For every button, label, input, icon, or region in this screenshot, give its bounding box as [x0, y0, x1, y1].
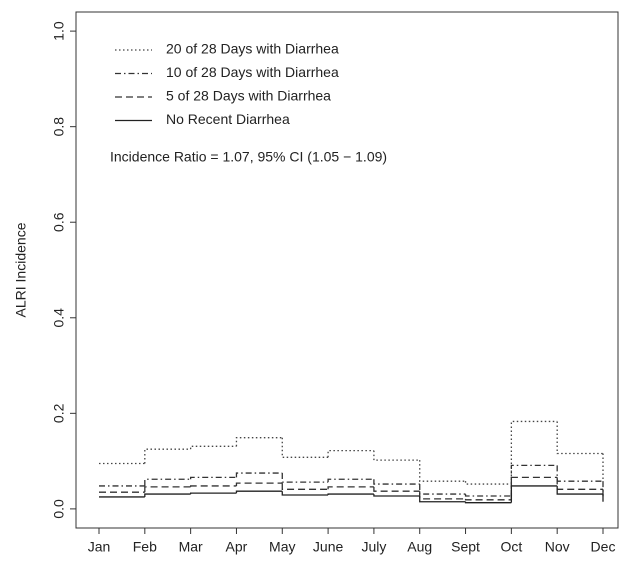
x-tick-label: Oct: [500, 539, 522, 555]
step-line: [419, 460, 466, 482]
step-line: [510, 464, 558, 496]
step-line: [189, 476, 237, 480]
step-line: [235, 472, 283, 478]
step-line: [281, 473, 329, 483]
step-line: [510, 485, 558, 503]
x-tick-label: Apr: [226, 539, 248, 555]
step-line: [419, 484, 466, 495]
y-tick-label: 0.6: [51, 212, 67, 232]
step-line: [556, 477, 603, 490]
step-line: [464, 494, 512, 497]
y-tick-label: 0.0: [51, 499, 67, 519]
step-line: [464, 501, 512, 504]
y-tick-label: 1.0: [51, 21, 67, 41]
step-line: [189, 492, 237, 495]
step-line: [189, 485, 237, 487]
y-tick-label: 0.2: [51, 403, 67, 423]
x-tick-label: Sept: [451, 539, 480, 555]
step-line: [327, 478, 374, 483]
y-tick-label: 0.4: [51, 308, 67, 328]
step-line: [510, 476, 558, 500]
step-line: [464, 481, 512, 485]
step-line: [510, 420, 558, 485]
step-line: [556, 465, 603, 482]
step-line: [556, 485, 603, 495]
step-line: [235, 490, 283, 494]
x-tick-label: June: [313, 539, 344, 555]
step-line: [189, 445, 237, 450]
step-line: [373, 494, 420, 497]
step-line: [144, 478, 191, 486]
step-line: [327, 449, 374, 458]
y-axis-label: ALRI Incidence: [13, 222, 29, 317]
x-tick-label: Dec: [591, 539, 616, 555]
x-tick-label: Jan: [88, 539, 111, 555]
step-line: [327, 493, 374, 496]
step-line: [556, 421, 603, 455]
step-line: [281, 491, 329, 496]
step-line: [235, 482, 283, 486]
step-line: [373, 486, 420, 492]
annotation: Incidence Ratio = 1.07, 95% CI (1.05 − 1…: [110, 149, 387, 165]
x-tick-label: May: [269, 539, 295, 555]
step-line: [419, 491, 466, 500]
legend-label: No Recent Diarrhea: [166, 111, 290, 127]
step-line: [373, 479, 420, 485]
step-line: [144, 486, 191, 493]
legend-label: 5 of 28 Days with Diarrhea: [166, 88, 331, 104]
x-tick-label: Feb: [133, 539, 157, 555]
step-line: [144, 448, 191, 464]
step-line: [327, 486, 374, 490]
legend-label: 20 of 28 Days with Diarrhea: [166, 41, 339, 57]
x-tick-label: Nov: [545, 539, 570, 555]
legend-label: 10 of 28 Days with Diarrhea: [166, 64, 339, 80]
step-line: [281, 483, 329, 490]
step-line: [419, 495, 466, 503]
step-line: [144, 493, 191, 497]
x-tick-label: July: [361, 539, 386, 555]
step-line: [235, 437, 283, 447]
step-line: [464, 498, 512, 501]
y-tick-label: 0.8: [51, 117, 67, 137]
x-tick-label: Aug: [407, 539, 432, 555]
plot-frame: [75, 11, 619, 529]
step-line: [281, 437, 329, 458]
step-line: [373, 450, 420, 461]
x-tick-label: Mar: [179, 539, 203, 555]
